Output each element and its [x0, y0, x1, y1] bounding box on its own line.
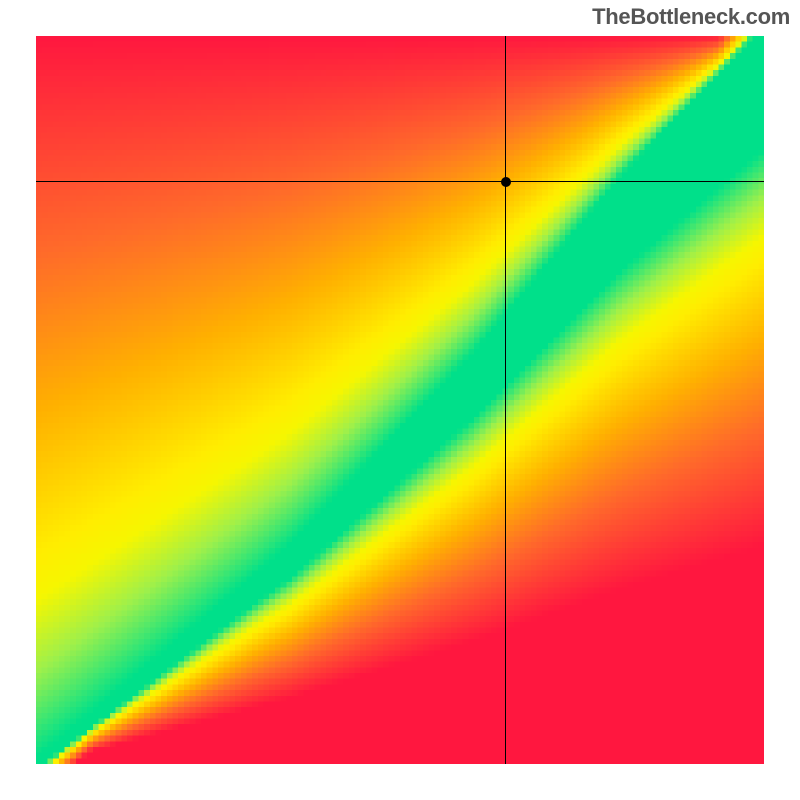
- heatmap-canvas: [36, 36, 764, 764]
- crosshair-vertical-line: [505, 36, 506, 764]
- crosshair-marker-dot: [501, 177, 511, 187]
- crosshair-horizontal-line: [36, 181, 764, 182]
- watermark-text: TheBottleneck.com: [592, 4, 790, 30]
- heatmap-plot-area: [36, 36, 764, 764]
